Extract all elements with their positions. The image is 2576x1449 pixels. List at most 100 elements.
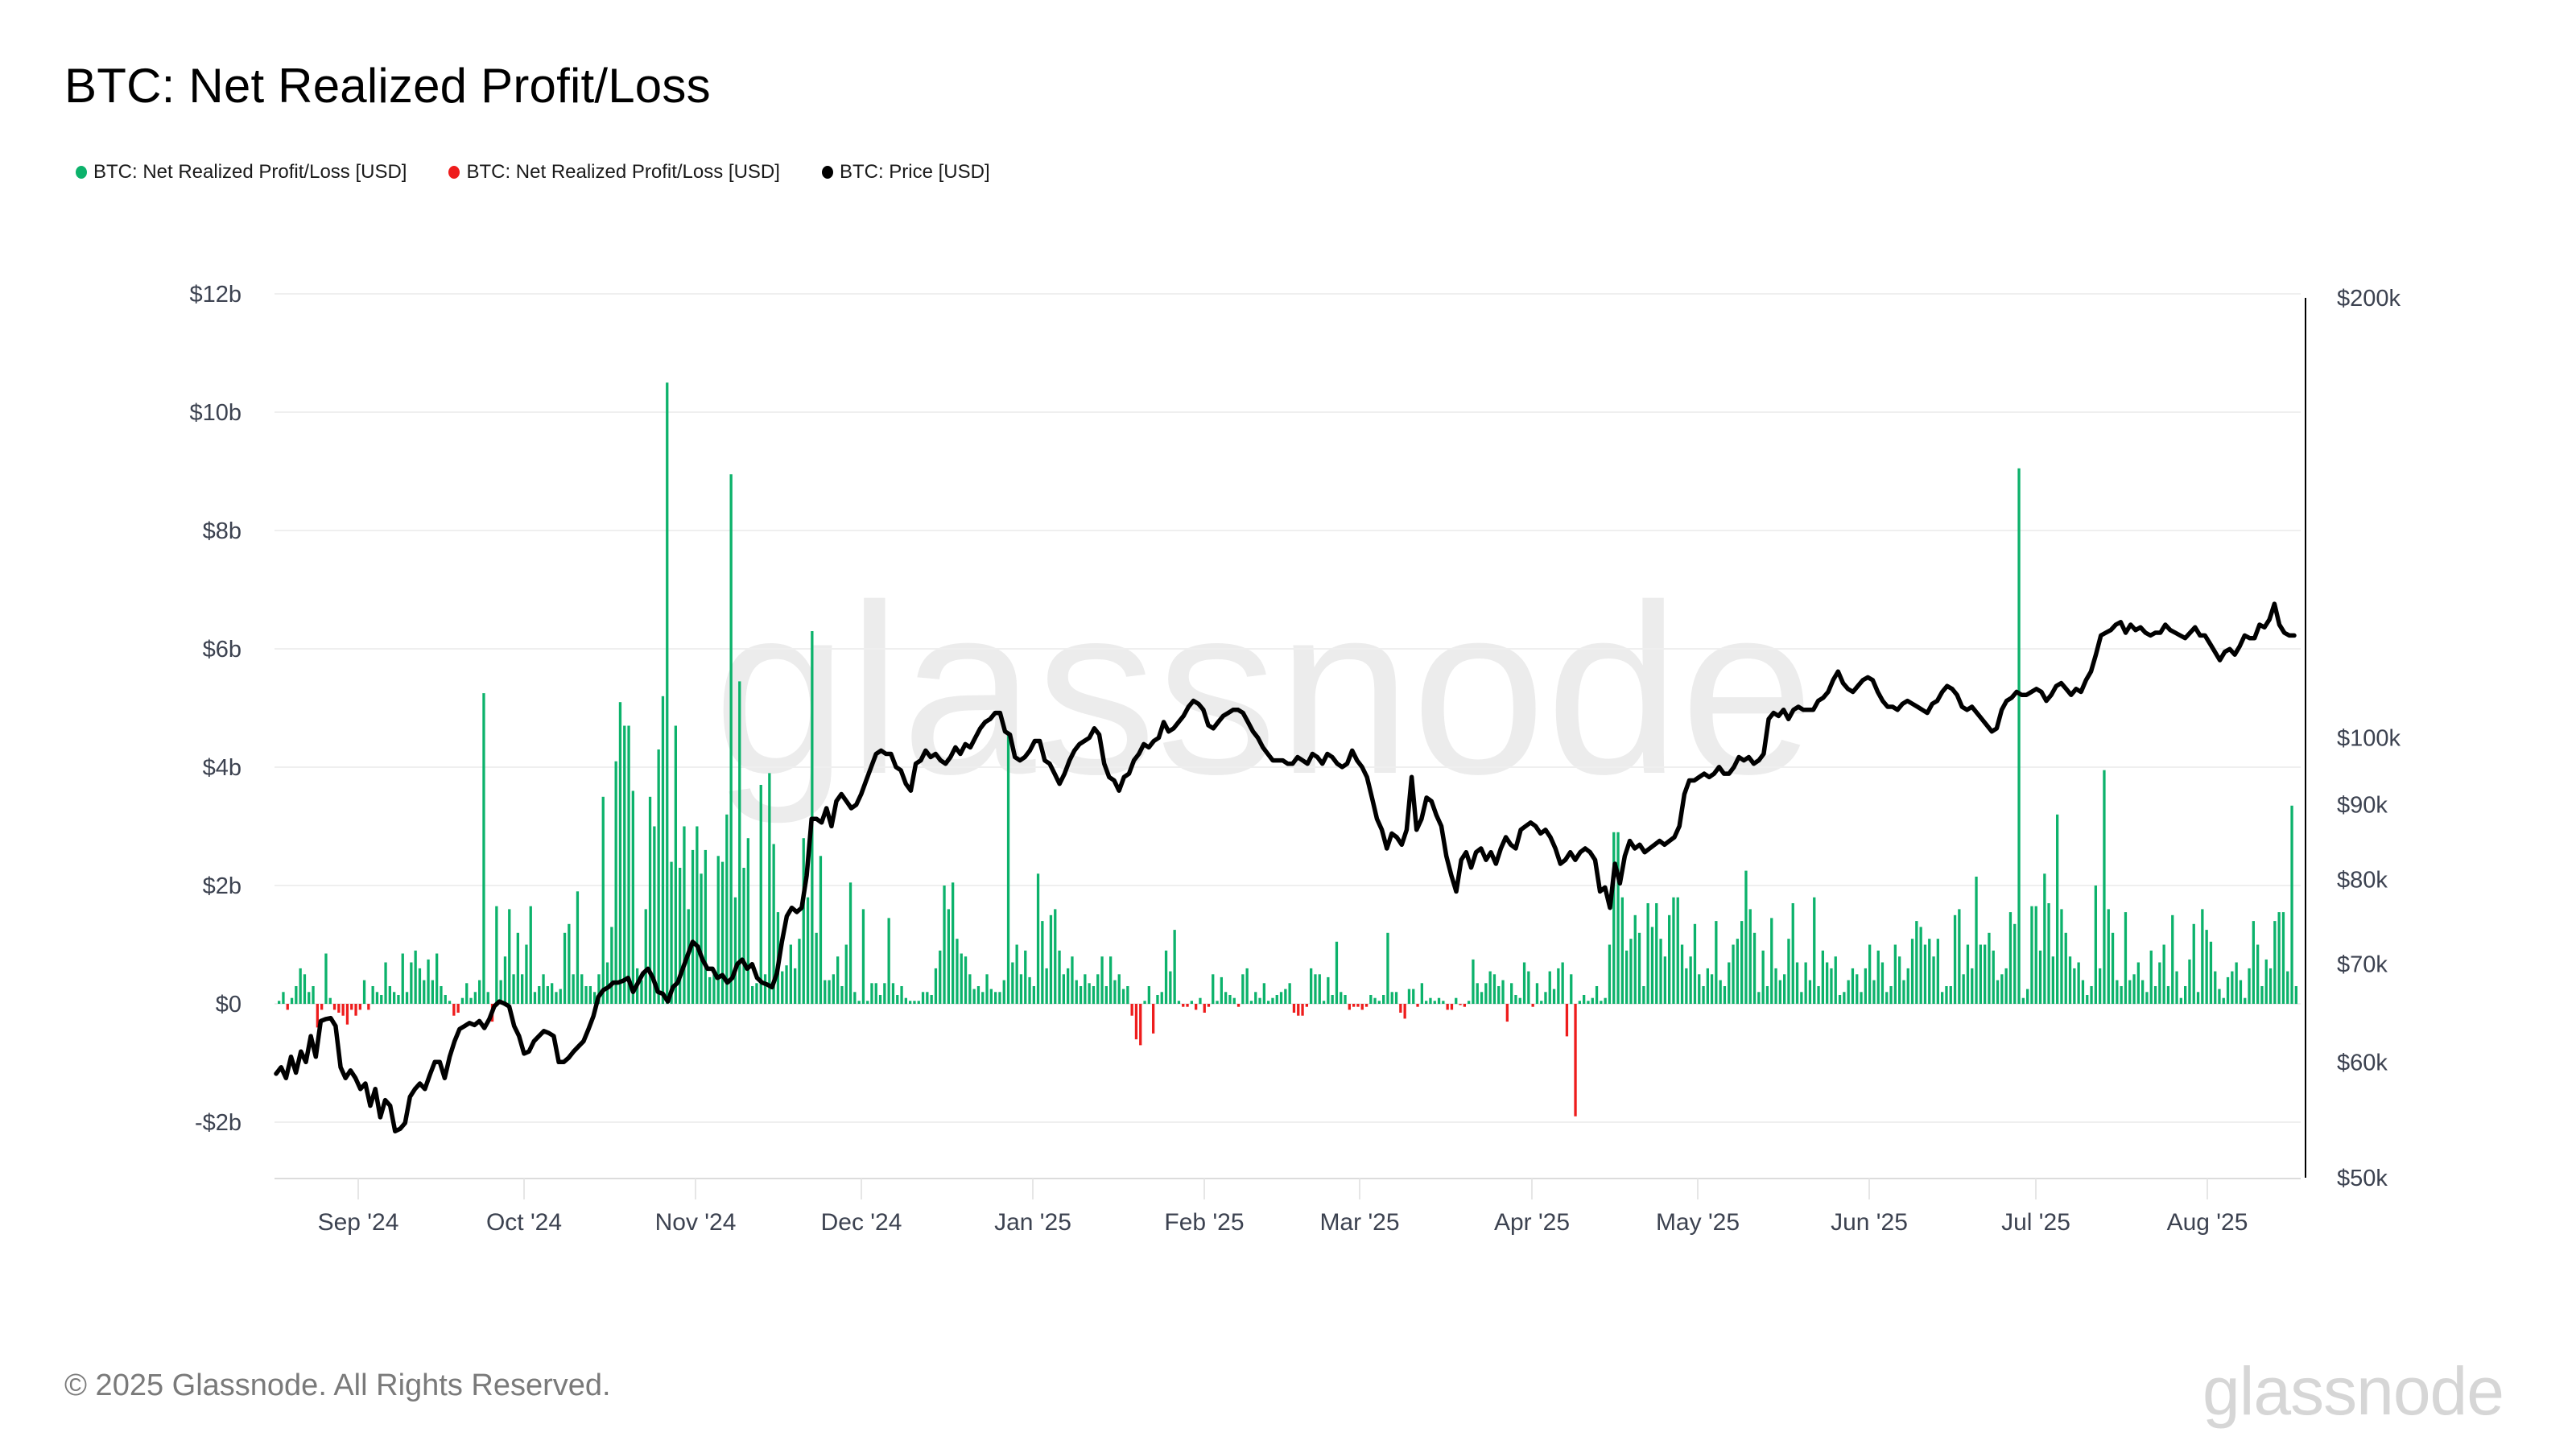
bar [354, 1004, 357, 1016]
bar [840, 986, 844, 1005]
bar [1752, 932, 1757, 1004]
bar [1979, 944, 1982, 1004]
bar [2260, 986, 2264, 1005]
bar [1216, 1001, 1219, 1004]
bar [1399, 1004, 1402, 1013]
legend-item-profit[interactable]: BTC: Net Realized Profit/Loss [USD] [76, 161, 407, 184]
x-axis-tick: May '25 [1656, 1209, 1740, 1236]
bar [1412, 989, 1415, 1004]
bar [824, 980, 827, 1004]
bar [431, 980, 434, 1004]
bar [521, 974, 524, 1005]
bar [802, 838, 805, 1004]
bar [1813, 897, 1816, 1004]
bar [1552, 989, 1556, 1004]
bar [1024, 950, 1027, 1004]
bar [1249, 1001, 1253, 1004]
bar [1642, 986, 1645, 1005]
bar [2184, 986, 2187, 1005]
bar [2294, 986, 2297, 1005]
bar [1880, 962, 1885, 1004]
bar [2273, 921, 2277, 1004]
bar [1928, 939, 1931, 1005]
bar [1953, 914, 1957, 1005]
bar [2218, 989, 2221, 1004]
bar [303, 974, 307, 1005]
bar [1262, 983, 1265, 1004]
bar [853, 992, 857, 1004]
bar [1732, 944, 1735, 1004]
bar [1761, 950, 1765, 1004]
bar [848, 882, 852, 1004]
bar [1232, 997, 1236, 1005]
legend-label-profit: BTC: Net Realized Profit/Loss [USD] [93, 161, 407, 183]
bar [1744, 870, 1748, 1004]
bar [2231, 971, 2234, 1004]
legend-item-price[interactable]: BTC: Price [USD] [821, 161, 990, 184]
bar [900, 986, 903, 1005]
bar [1600, 1001, 1603, 1004]
bar [2149, 950, 2153, 1004]
bar [1608, 944, 1612, 1004]
bar [2030, 906, 2033, 1004]
bar [1919, 927, 1922, 1004]
bar [2209, 941, 2213, 1004]
bar [1100, 956, 1104, 1004]
bar [1565, 1004, 1569, 1037]
bar [2281, 912, 2285, 1004]
bar [1655, 903, 1658, 1004]
bar [1510, 983, 1513, 1004]
bar [1902, 980, 1905, 1004]
bar [1468, 1001, 1471, 1004]
bar [1195, 1004, 1198, 1010]
bar [2141, 980, 2145, 1004]
bar [751, 986, 754, 1005]
bar [1310, 968, 1313, 1004]
bar [1164, 950, 1168, 1004]
bar [2043, 873, 2046, 1004]
bar [2196, 992, 2200, 1004]
bar [568, 923, 571, 1004]
bar [1625, 950, 1629, 1004]
bar [1945, 986, 1948, 1005]
bar [1045, 968, 1048, 1004]
bar [1604, 997, 1607, 1005]
legend-label-price: BTC: Price [USD] [839, 161, 990, 183]
bar [1450, 1004, 1454, 1010]
bar [947, 909, 950, 1004]
bar [2060, 909, 2063, 1004]
bar [1693, 923, 1697, 1004]
bar [610, 927, 613, 1004]
bar [1650, 927, 1654, 1004]
bar [1373, 997, 1377, 1005]
x-axis-tick: Dec '24 [821, 1209, 902, 1236]
bar [2099, 968, 2102, 1004]
bar [1084, 974, 1087, 1005]
x-axis-tick: Sep '24 [318, 1209, 399, 1236]
bar [1446, 1004, 1449, 1010]
bar [1893, 944, 1897, 1004]
bar [2021, 997, 2025, 1005]
legend-item-loss[interactable]: BTC: Net Realized Profit/Loss [USD] [448, 161, 780, 184]
bar [1497, 986, 1501, 1005]
bar [572, 974, 575, 1005]
bar [785, 965, 788, 1004]
right-axis-tick: $100k [2337, 726, 2401, 752]
left-axis-tick: $6b [203, 637, 242, 663]
bar [482, 693, 485, 1004]
price-path [274, 601, 2297, 1133]
bar [2086, 995, 2089, 1004]
bar [1864, 968, 1867, 1004]
bar [380, 995, 383, 1004]
bar [436, 953, 439, 1004]
bar [1054, 909, 1057, 1004]
bar [939, 950, 942, 1004]
bar [2222, 997, 2225, 1005]
bar [495, 906, 498, 1004]
bar [1314, 974, 1317, 1005]
bar [1207, 1004, 1211, 1007]
bar [2158, 962, 2161, 1004]
bar [1455, 997, 1458, 1005]
bar [1791, 903, 1794, 1004]
